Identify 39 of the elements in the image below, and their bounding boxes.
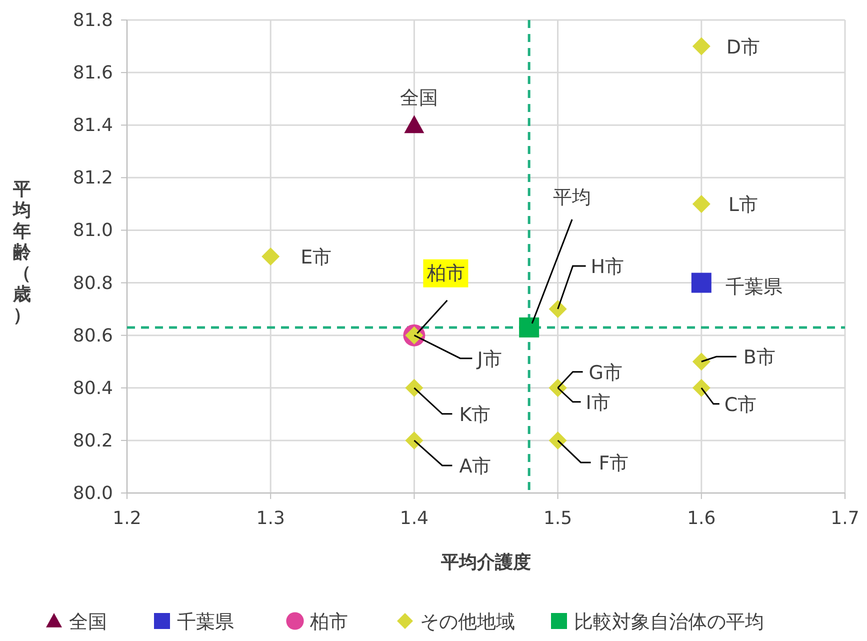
x-tick-label: 1.6 (687, 508, 716, 529)
y-axis-title: 平均年齢（歳） (12, 179, 32, 326)
y-tick-label: 80.0 (72, 483, 113, 504)
legend-label: 比較対象自治体の平均 (574, 611, 764, 633)
x-tick-label: 1.7 (830, 508, 860, 529)
annotation: I市 (586, 392, 610, 414)
x-axis-title: 平均介護度 (440, 552, 531, 573)
x-tick-label: 1.2 (112, 508, 142, 529)
annotation: C市 (724, 394, 757, 416)
legend-label: 全国 (69, 611, 107, 633)
y-tick-label: 81.6 (72, 62, 113, 84)
annotation: B市 (743, 346, 776, 369)
annotation: H市 (590, 256, 624, 278)
annotation: L市 (728, 194, 758, 216)
y-tick-label: 81.8 (72, 10, 113, 31)
annotation: K市 (459, 404, 491, 426)
y-tick-label: 80.8 (72, 272, 113, 294)
x-tick-label: 1.3 (256, 508, 285, 529)
x-tick-label: 1.5 (543, 508, 572, 529)
y-tick-label: 80.6 (72, 325, 113, 346)
annotation: E市 (300, 246, 332, 268)
annotation: 平均 (553, 186, 592, 208)
y-tick-label: 80.2 (72, 430, 113, 452)
y-tick-label: 81.4 (72, 115, 113, 136)
y-tick-label: 81.2 (72, 168, 113, 189)
annotation: 千葉県 (725, 276, 782, 298)
legend-label: その他地域 (420, 611, 515, 633)
legend-label: 千葉県 (177, 611, 234, 633)
annotation: A市 (459, 455, 492, 478)
annotation: D市 (726, 36, 760, 58)
x-tick-label: 1.4 (400, 508, 429, 529)
y-tick-label: 80.4 (72, 378, 113, 399)
y-tick-label: 81.0 (72, 220, 113, 242)
annotation: 柏市 (426, 262, 466, 284)
annotation: G市 (588, 362, 623, 384)
legend-label: 柏市 (309, 611, 348, 633)
annotation: F市 (598, 452, 629, 474)
annotation: 全国 (400, 87, 438, 110)
annotation: J市 (476, 348, 502, 370)
